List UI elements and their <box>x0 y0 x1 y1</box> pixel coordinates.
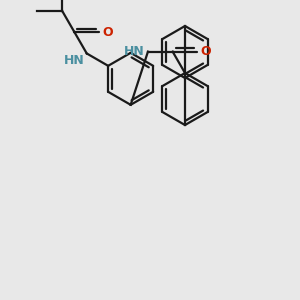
Text: O: O <box>200 45 211 58</box>
Text: HN: HN <box>124 45 145 58</box>
Text: O: O <box>102 26 113 39</box>
Text: HN: HN <box>64 55 85 68</box>
